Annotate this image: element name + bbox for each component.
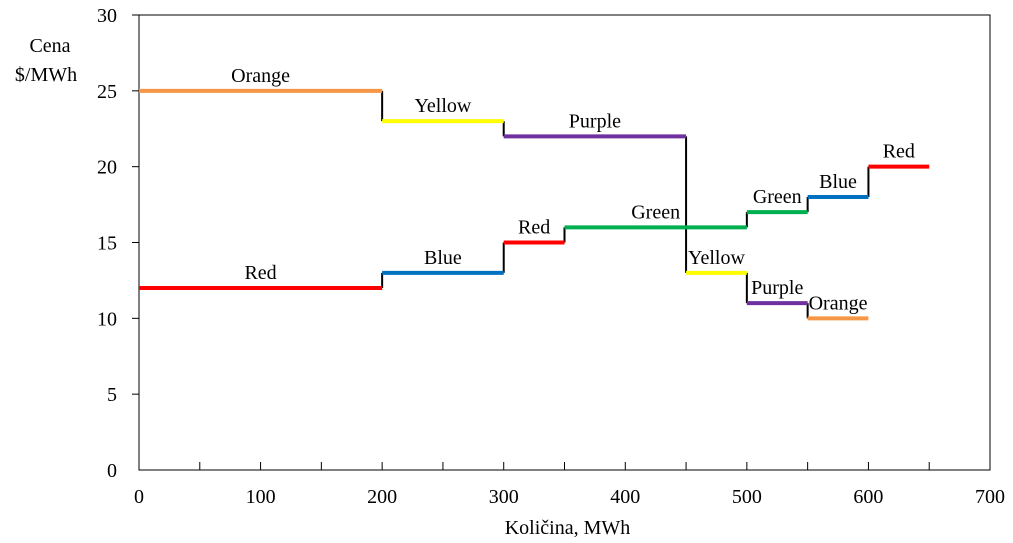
step-risers [381, 90, 870, 319]
x-tick-label: 500 [732, 486, 762, 508]
x-tick-label: 700 [975, 486, 1005, 508]
x-tick-label: 200 [367, 486, 397, 508]
y-tick-label: 10 [97, 308, 117, 330]
segment-label: Yellow [688, 247, 745, 269]
y-axis-title-line1: Cena [29, 35, 70, 57]
segment-label: Purple [751, 277, 803, 299]
x-tick-label: 300 [489, 486, 519, 508]
y-axis-title-line2: $/MWh [15, 64, 77, 86]
segment-label: Red [883, 141, 915, 163]
y-tick-label: 20 [97, 157, 117, 179]
y-tick-label: 30 [97, 5, 117, 27]
x-tick-label: 0 [134, 486, 144, 508]
x-axis-title: Količina, MWh [505, 517, 631, 539]
step-segments [139, 88, 930, 321]
segment-labels: Orange Yellow Purple Yellow Purple Orange Red B… [231, 65, 915, 315]
y-tick-label: 15 [97, 233, 117, 255]
segment-label: Blue [424, 247, 462, 269]
segment-label: Purple [569, 110, 621, 132]
segment-label: Green [753, 186, 802, 208]
segment-label: Red [244, 262, 276, 284]
x-tick-label: 100 [246, 486, 276, 508]
segment-label: Yellow [414, 95, 471, 117]
x-tick-label: 400 [610, 486, 640, 508]
y-tick-label: 0 [107, 460, 117, 482]
segment-label: Orange [231, 65, 290, 87]
x-tick-label: 600 [853, 486, 883, 508]
y-tick-label: 5 [107, 384, 117, 406]
segment-label: Orange [809, 292, 868, 314]
y-tick-label: 25 [97, 81, 117, 103]
segment-label: Red [518, 217, 550, 239]
segment-label: Green [631, 201, 680, 223]
segment-label: Blue [819, 171, 857, 193]
